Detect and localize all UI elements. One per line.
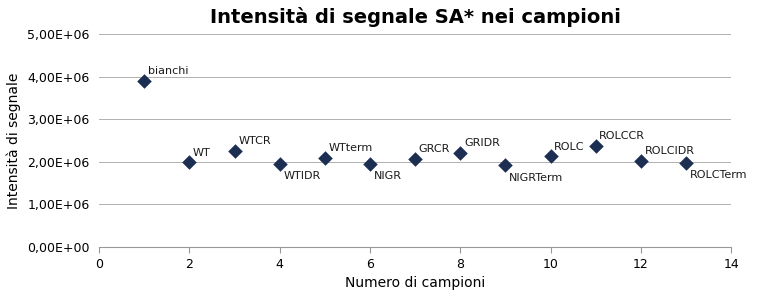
Point <box>183 159 195 164</box>
Y-axis label: Intensità di segnale: Intensità di segnale <box>7 72 21 209</box>
Text: WTCR: WTCR <box>238 136 271 146</box>
Point <box>319 156 331 161</box>
Text: ROLCIDR: ROLCIDR <box>644 146 694 156</box>
Point <box>364 162 376 166</box>
Point <box>500 163 512 168</box>
Point <box>139 78 151 83</box>
Point <box>454 151 466 156</box>
X-axis label: Numero di campioni: Numero di campioni <box>345 276 485 290</box>
Point <box>544 154 556 159</box>
Text: ROLCCR: ROLCCR <box>600 131 645 140</box>
Text: WTterm: WTterm <box>329 143 372 153</box>
Text: NIGR: NIGR <box>374 171 402 181</box>
Point <box>590 143 602 148</box>
Text: WT: WT <box>193 148 211 158</box>
Point <box>680 161 692 165</box>
Point <box>229 149 241 154</box>
Point <box>409 157 421 162</box>
Title: Intensità di segnale SA* nei campioni: Intensità di segnale SA* nei campioni <box>210 7 621 27</box>
Point <box>274 162 286 166</box>
Text: GRIDR: GRIDR <box>464 138 500 148</box>
Text: bianchi: bianchi <box>148 66 188 76</box>
Text: GRCR: GRCR <box>419 144 450 154</box>
Text: NIGRTerm: NIGRTerm <box>509 173 563 183</box>
Text: WTIDR: WTIDR <box>283 171 321 181</box>
Point <box>635 159 647 163</box>
Text: ROLC: ROLC <box>554 142 584 152</box>
Text: ROLCTerm: ROLCTerm <box>690 170 747 180</box>
